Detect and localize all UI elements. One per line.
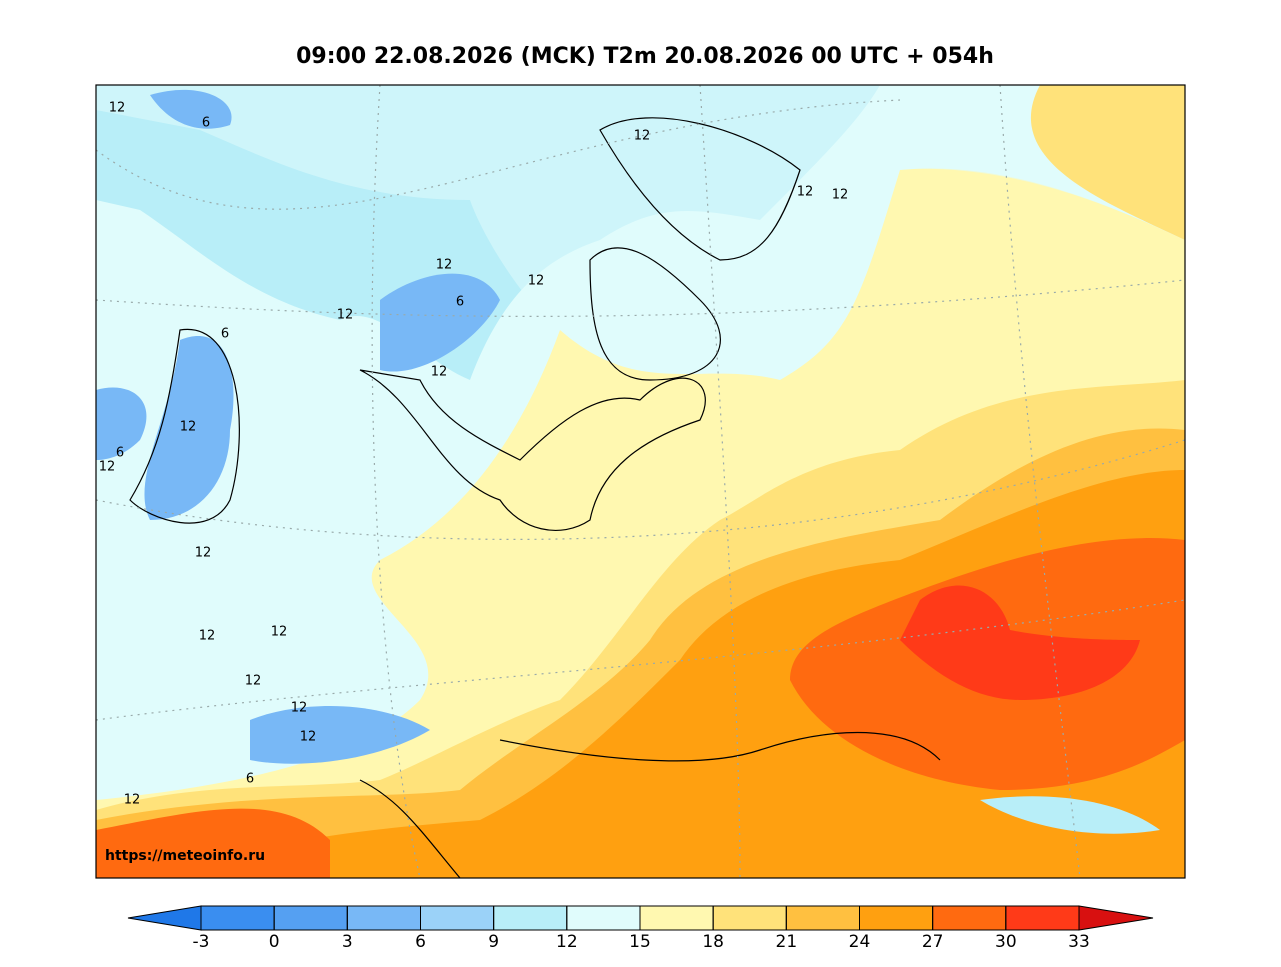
warm-region bbox=[1030, 85, 1185, 240]
colorbar-extend-high bbox=[1078, 905, 1154, 931]
colorbar-segment bbox=[1005, 905, 1080, 931]
cool-region bbox=[980, 796, 1160, 834]
colorbar-tick-label: 12 bbox=[556, 932, 578, 952]
contour-label: 12 bbox=[199, 629, 216, 644]
colorbar-segment bbox=[566, 905, 641, 931]
contour-label: 6 bbox=[202, 116, 210, 131]
contour-label: 12 bbox=[431, 365, 448, 380]
colorbar-segment bbox=[420, 905, 495, 931]
contour-label: 12 bbox=[832, 188, 849, 203]
colorbar-segment bbox=[712, 905, 787, 931]
cold-region bbox=[380, 273, 500, 372]
colorbar-tick-label: -3 bbox=[193, 932, 210, 952]
colorbar-extend-low bbox=[127, 905, 202, 931]
graticule bbox=[96, 85, 1185, 878]
contour-label: 6 bbox=[116, 446, 124, 461]
contour-label: 12 bbox=[436, 258, 453, 273]
colorbar-segment bbox=[493, 905, 568, 931]
cold-region bbox=[96, 387, 147, 460]
coastline bbox=[599, 117, 801, 261]
colorbar-segment bbox=[859, 905, 934, 931]
contour-label: 6 bbox=[456, 295, 464, 310]
colorbar-segment bbox=[639, 905, 714, 931]
contour-label: 12 bbox=[528, 274, 545, 289]
colorbar-tick-label: 30 bbox=[995, 932, 1017, 952]
coastline bbox=[359, 369, 706, 531]
colorbar: -3 0 3 6 9 12 15 18 21 24 27 30 33 bbox=[127, 905, 1154, 952]
colorbar-tick-label: 18 bbox=[702, 932, 724, 952]
contour-label: 12 bbox=[797, 185, 814, 200]
colorbar-tick-label: 21 bbox=[776, 932, 798, 952]
coastline bbox=[359, 731, 941, 878]
colorbar-segment bbox=[273, 905, 348, 931]
contour-label: 12 bbox=[195, 546, 212, 561]
contour-label: 12 bbox=[634, 129, 651, 144]
colorbar-tick-label: 6 bbox=[415, 932, 426, 952]
colorbar-tick-label: 0 bbox=[269, 932, 280, 952]
coastline bbox=[129, 328, 240, 524]
contour-label: 6 bbox=[221, 327, 229, 342]
contour-label: 12 bbox=[109, 101, 126, 116]
cold-region bbox=[150, 89, 232, 129]
contour-label: 12 bbox=[245, 674, 262, 689]
contour-label: 12 bbox=[99, 460, 116, 475]
colorbar-tick-label: 33 bbox=[1068, 932, 1090, 952]
hot-region bbox=[96, 808, 330, 878]
colorbar-segment bbox=[346, 905, 422, 931]
map-title: 09:00 22.08.2026 (MCK) T2m 20.08.2026 00… bbox=[296, 44, 994, 69]
coastline bbox=[589, 247, 721, 381]
contour-label: 12 bbox=[271, 625, 288, 640]
contour-label: 12 bbox=[124, 793, 141, 808]
watermark: https://meteoinfo.ru bbox=[105, 848, 265, 864]
contour-label: 12 bbox=[291, 701, 308, 716]
contour-label: 12 bbox=[300, 730, 317, 745]
colorbar-segment bbox=[932, 905, 1007, 931]
colorbar-segment bbox=[785, 905, 860, 931]
cold-region bbox=[144, 336, 234, 520]
colorbar-tick-label: 24 bbox=[849, 932, 871, 952]
colorbar-tick-label: 9 bbox=[488, 932, 499, 952]
colorbar-tick-label: 27 bbox=[922, 932, 944, 952]
colorbar-segment bbox=[200, 905, 275, 931]
map-frame bbox=[95, 84, 1186, 879]
contour-label: 12 bbox=[180, 420, 197, 435]
colorbar-tick-label: 15 bbox=[629, 932, 651, 952]
cool-region bbox=[96, 85, 1185, 330]
contour-label: 6 bbox=[246, 772, 254, 787]
contour-label: 12 bbox=[337, 308, 354, 323]
hottest-region bbox=[900, 585, 1140, 700]
cold-region bbox=[250, 706, 430, 764]
colorbar-tick-label: 3 bbox=[342, 932, 353, 952]
